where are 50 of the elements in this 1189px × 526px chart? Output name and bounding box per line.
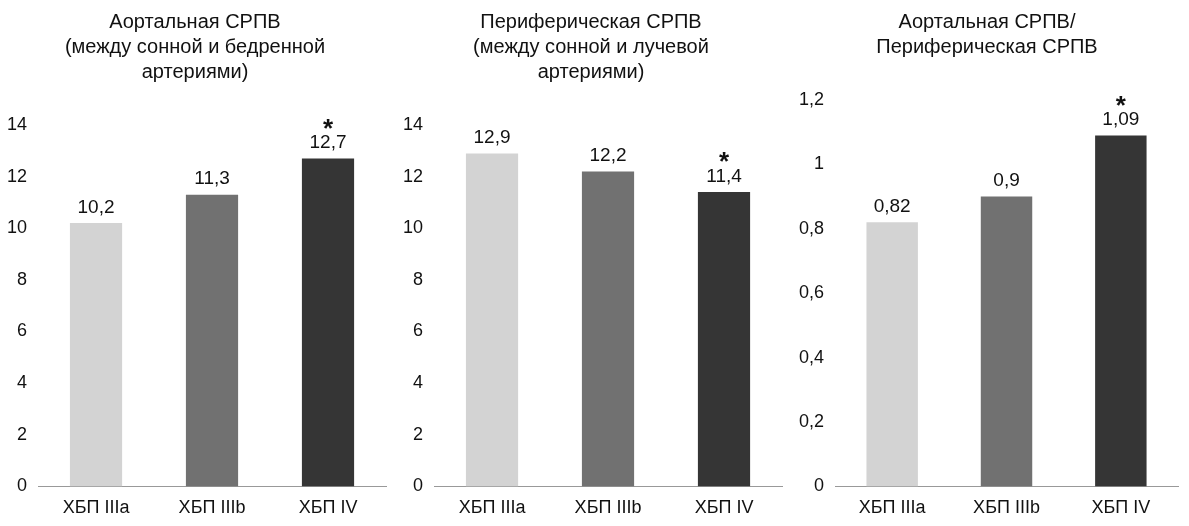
y-tick-label: 14 — [402, 113, 424, 134]
data-label: 10,2 — [77, 195, 115, 217]
y-tick-label: 10 — [6, 217, 28, 238]
bar — [581, 171, 635, 487]
chart-title: Периферическая СРПВ (между сонной и лучевой артериями) — [473, 10, 709, 83]
y-tick-label: 8 — [17, 268, 28, 289]
y-tick-label: 2 — [413, 423, 424, 444]
y-tick-label: 0 — [413, 475, 424, 496]
data-label: 0,82 — [873, 195, 911, 217]
y-tick-label: 10 — [402, 217, 424, 238]
y-tick-label: 0,4 — [798, 346, 825, 367]
bar — [1095, 135, 1147, 487]
data-label: 11,3 — [194, 167, 230, 189]
x-tick-label: ХБП IIIb — [574, 497, 642, 518]
y-tick-label: 12 — [6, 165, 28, 186]
y-tick-label: 8 — [413, 268, 424, 289]
bar — [69, 223, 123, 487]
x-tick-label: ХБП IIIa — [458, 497, 527, 518]
x-tick-label: ХБП IIIa — [858, 497, 927, 518]
chart-title: Аортальная СРПВ (между сонной и бедренной артериями) — [64, 10, 326, 83]
bar — [185, 194, 239, 487]
y-tick-label: 6 — [413, 320, 424, 341]
y-tick-label: 2 — [17, 423, 28, 444]
y-tick-label: 0,8 — [798, 217, 825, 238]
data-label: 0,9 — [993, 169, 1020, 191]
y-tick-label: 12 — [402, 165, 424, 186]
data-label: 12,9 — [473, 126, 511, 148]
data-label: 12,2 — [589, 144, 627, 166]
bar — [866, 222, 918, 487]
bar — [465, 153, 519, 487]
y-tick-label: 1,2 — [798, 88, 825, 109]
x-tick-label: ХБП IV — [298, 497, 358, 518]
y-tick-label: 14 — [6, 113, 28, 134]
x-tick-label: ХБП IIIb — [973, 497, 1040, 518]
bar — [980, 196, 1033, 487]
y-tick-label: 0,2 — [798, 410, 825, 431]
y-tick-label: 4 — [17, 372, 28, 393]
y-tick-label: 0,6 — [798, 282, 825, 303]
chart-title: Аортальная СРПВ/ Периферическая СРПВ — [876, 10, 1098, 58]
y-tick-label: 6 — [17, 320, 28, 341]
bar — [301, 158, 355, 487]
x-tick-label: ХБП IIIa — [62, 497, 131, 518]
x-tick-label: ХБП IV — [694, 497, 754, 518]
x-tick-label: ХБП IV — [1091, 497, 1151, 518]
y-tick-label: 4 — [413, 372, 424, 393]
bar — [697, 192, 751, 487]
x-tick-label: ХБП IIIb — [178, 497, 246, 518]
y-tick-label: 1 — [814, 153, 825, 174]
y-tick-label: 0 — [814, 475, 825, 496]
y-tick-label: 0 — [17, 475, 28, 496]
